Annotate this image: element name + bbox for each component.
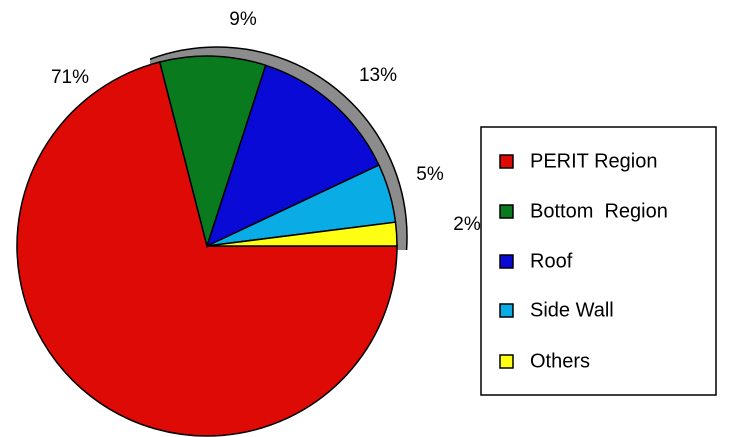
- pie-slice: [205, 64, 380, 248]
- data-label: 13%: [359, 65, 397, 86]
- legend-label: PERIT Region: [530, 150, 657, 172]
- data-label: 2%: [453, 214, 481, 235]
- pie-slice: [206, 221, 398, 247]
- legend-swatch: [499, 254, 514, 269]
- pie-slice: [158, 55, 267, 249]
- data-label: 9%: [229, 9, 257, 30]
- data-label: 71%: [51, 67, 89, 88]
- legend: PERIT Region Bottom Region Roof Side Wall Ot…: [499, 150, 668, 372]
- legend-swatch: [499, 154, 514, 169]
- legend-swatch: [499, 303, 514, 318]
- labels: 71% 9% 13% 5% 2%: [51, 9, 481, 235]
- legend-label: Others: [530, 350, 590, 372]
- legend-swatch: [499, 204, 514, 219]
- legend-label: Side Wall: [530, 299, 614, 321]
- data-label: 5%: [416, 164, 444, 185]
- legend-swatch: [499, 354, 514, 369]
- legend-label: Bottom Region: [530, 200, 668, 222]
- slices: [16, 55, 398, 437]
- legend-label: Roof: [530, 250, 573, 272]
- pie-slice: [16, 61, 398, 437]
- legend-box: [480, 126, 717, 396]
